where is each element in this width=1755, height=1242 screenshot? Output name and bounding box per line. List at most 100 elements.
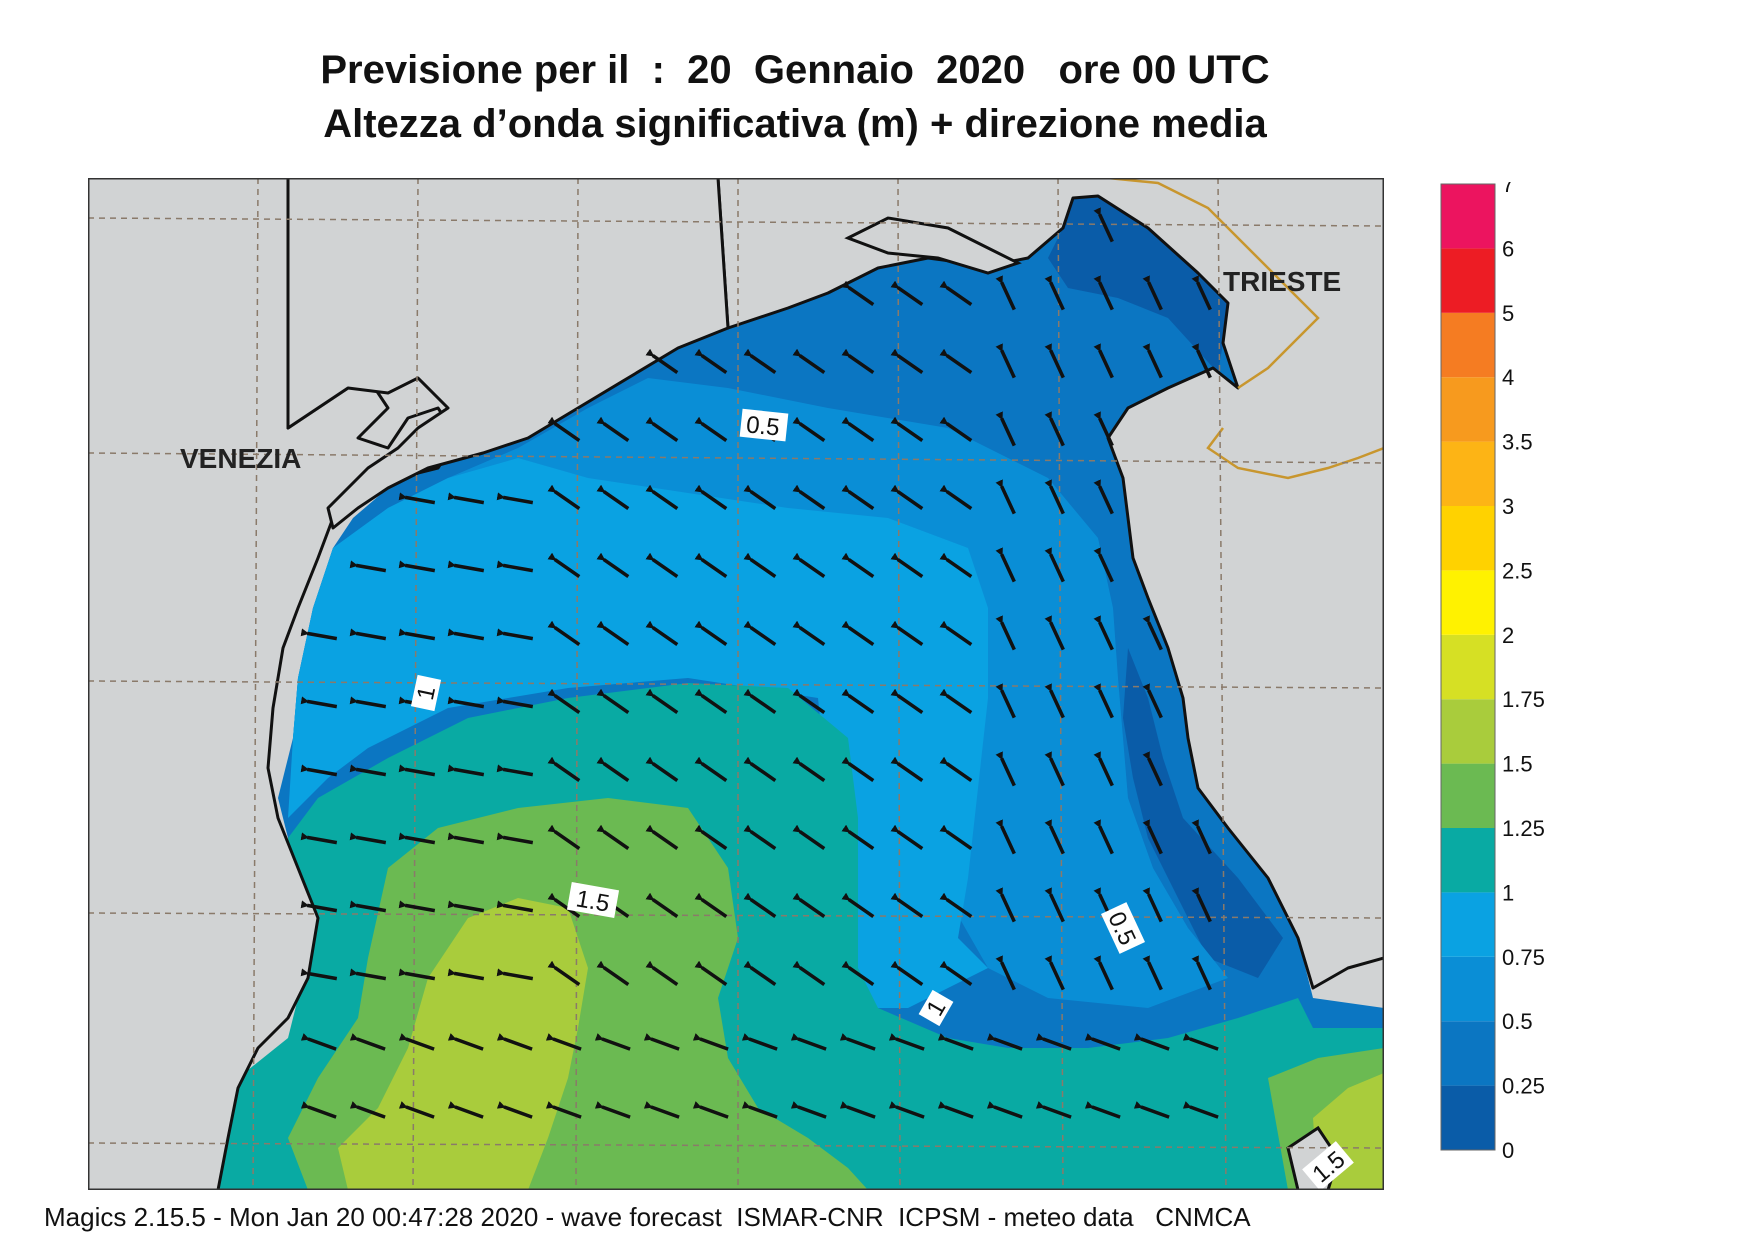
direction-arrow — [792, 416, 826, 443]
direction-arrow — [496, 1033, 533, 1051]
direction-arrow — [643, 1033, 680, 1051]
direction-arrow — [790, 1101, 827, 1119]
color-scale-legend: 0 0.25 0.5 0.75 1 1.25 1.5 1.75 2 2.5 3 3.5 4 5 6 7 — [1440, 182, 1545, 1163]
direction-arrow — [547, 620, 581, 647]
direction-arrow — [792, 484, 826, 511]
direction-arrow — [839, 1033, 876, 1051]
direction-arrow — [1035, 1101, 1072, 1119]
direction-arrow — [1191, 343, 1212, 379]
direction-arrow — [398, 560, 436, 573]
direction-arrow — [694, 688, 728, 715]
direction-arrow — [743, 348, 777, 375]
direction-arrow — [841, 552, 875, 579]
direction-arrow — [398, 628, 436, 641]
color-scale-swatch — [1441, 506, 1495, 571]
direction-arrow — [645, 756, 679, 783]
color-scale-swatch — [1441, 441, 1495, 506]
direction-arrow — [596, 688, 630, 715]
land-masses — [88, 178, 1384, 1190]
direction-arrow — [790, 1033, 827, 1051]
direction-arrow — [645, 620, 679, 647]
color-scale-swatch — [1441, 763, 1495, 828]
direction-arrow — [890, 348, 924, 375]
direction-arrow — [547, 960, 581, 987]
direction-arrow — [496, 1101, 533, 1119]
direction-arrow — [496, 832, 534, 845]
direction-arrow — [300, 764, 338, 777]
direction-arrow — [743, 620, 777, 647]
direction-arrow — [349, 696, 387, 709]
direction-arrow — [645, 484, 679, 511]
direction-arrow — [349, 900, 387, 913]
direction-arrow — [398, 900, 436, 913]
direction-arrow — [995, 547, 1016, 583]
direction-arrow — [995, 615, 1016, 651]
direction-arrow — [939, 824, 973, 851]
direction-arrow — [398, 968, 436, 981]
direction-arrow — [300, 968, 338, 981]
direction-arrow — [447, 764, 485, 777]
direction-arrow — [939, 484, 973, 511]
direction-arrow — [645, 552, 679, 579]
contour-label-0.5-north: 0.5 — [739, 408, 789, 442]
direction-arrow — [792, 892, 826, 919]
direction-arrow — [841, 892, 875, 919]
direction-arrow — [398, 1101, 435, 1119]
direction-arrow — [890, 892, 924, 919]
direction-arrow — [496, 560, 534, 573]
color-scale-label: 0.25 — [1502, 1074, 1545, 1099]
direction-arrow — [1142, 887, 1163, 923]
direction-arrow — [1142, 819, 1163, 855]
direction-arrow — [547, 416, 581, 443]
direction-arrow — [792, 552, 826, 579]
direction-arrow — [841, 280, 875, 307]
direction-arrow — [1093, 955, 1114, 991]
sea-zone-1.75-2 — [338, 898, 588, 1190]
direction-arrow — [547, 688, 581, 715]
direction-arrow — [496, 900, 534, 913]
mean-direction-arrows — [300, 207, 1219, 1119]
color-scale-swatch — [1441, 377, 1495, 442]
direction-arrow — [841, 620, 875, 647]
color-scale-label: 2.5 — [1502, 558, 1533, 583]
color-scale-label: 1.25 — [1502, 816, 1545, 841]
direction-arrow — [743, 824, 777, 851]
direction-arrow — [300, 1033, 337, 1051]
direction-arrow — [496, 492, 534, 505]
color-scale-label: 0.5 — [1502, 1009, 1533, 1034]
direction-arrow — [937, 1033, 974, 1051]
direction-arrow — [841, 960, 875, 987]
direction-arrow — [547, 824, 581, 851]
direction-arrow — [741, 1033, 778, 1051]
direction-arrow — [398, 764, 436, 777]
venice-lagoon — [88, 178, 460, 1190]
direction-arrow — [694, 824, 728, 851]
direction-arrow — [995, 751, 1016, 787]
direction-arrow — [692, 1033, 729, 1051]
direction-arrow — [1133, 1033, 1170, 1051]
direction-arrow — [1093, 275, 1114, 311]
direction-arrow — [447, 1033, 484, 1051]
direction-arrow — [939, 416, 973, 443]
direction-arrow — [986, 1033, 1023, 1051]
direction-arrow — [1142, 683, 1163, 719]
city-label-venezia: VENEZIA — [180, 443, 301, 474]
direction-arrow — [594, 1101, 631, 1119]
direction-arrow — [349, 628, 387, 641]
sea-zone-0.25-0.5-east — [1123, 648, 1283, 978]
direction-arrow — [792, 348, 826, 375]
direction-arrow — [1093, 547, 1114, 583]
direction-arrow — [398, 832, 436, 845]
footer-credits: Magics 2.15.5 - Mon Jan 20 00:47:28 2020… — [44, 1202, 1251, 1232]
direction-arrow — [1084, 1101, 1121, 1119]
direction-arrow — [496, 696, 534, 709]
direction-arrow — [841, 756, 875, 783]
direction-arrow — [547, 756, 581, 783]
color-scale-swatch — [1441, 570, 1495, 635]
direction-arrow — [1133, 1101, 1170, 1119]
color-scale-label: 2 — [1502, 623, 1514, 648]
direction-arrow — [743, 892, 777, 919]
direction-arrow — [596, 824, 630, 851]
direction-arrow — [594, 1033, 631, 1051]
color-scale-frame — [1440, 183, 1496, 1151]
